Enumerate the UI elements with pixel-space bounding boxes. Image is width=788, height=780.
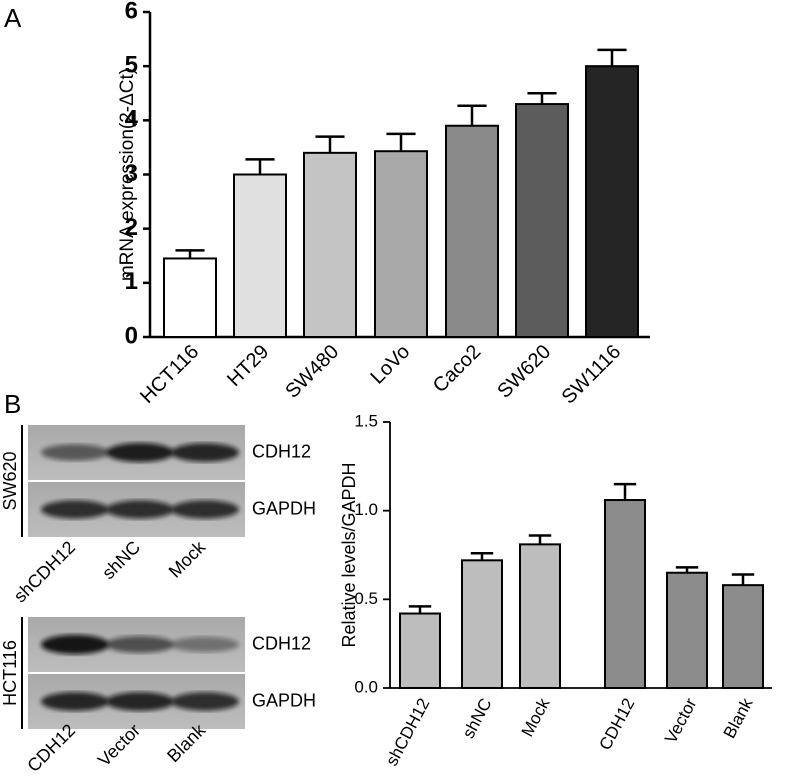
y-axis-label: mRNA expression(2-ΔCt) bbox=[117, 68, 138, 281]
band-label: CDH12 bbox=[252, 441, 311, 461]
bar bbox=[515, 103, 569, 339]
x-tick-label: SW1116 bbox=[558, 341, 626, 409]
lane-label: Mock bbox=[165, 536, 210, 581]
y-tick-label: 6 bbox=[125, 0, 138, 24]
y-tick-label: 1.0 bbox=[354, 500, 378, 519]
y-tick-label: 1.5 bbox=[354, 411, 378, 430]
panel-label: A bbox=[4, 3, 22, 33]
blot-band bbox=[171, 692, 239, 711]
y-tick-label: 5 bbox=[125, 52, 138, 79]
y-tick-label: 2 bbox=[125, 214, 138, 241]
y-tick-label: 0 bbox=[125, 322, 138, 349]
blot-band bbox=[106, 692, 174, 711]
y-tick-label: 0.5 bbox=[354, 589, 378, 608]
bar bbox=[519, 543, 561, 689]
cell-line-label: SW620 bbox=[0, 451, 20, 510]
x-tick-label: shNC bbox=[459, 695, 496, 741]
x-tick-label: HT29 bbox=[223, 341, 273, 391]
bar bbox=[445, 124, 499, 338]
cell-line-label: HCT116 bbox=[0, 640, 20, 706]
x-tick-label: Caco2 bbox=[429, 341, 485, 397]
blot-band bbox=[41, 500, 109, 519]
x-tick-label: HCT116 bbox=[136, 341, 203, 408]
blot-band bbox=[106, 500, 174, 519]
blot-band bbox=[41, 692, 109, 711]
panel-label: B bbox=[4, 389, 21, 419]
blot-band bbox=[106, 442, 174, 463]
x-tick-label: LoVo bbox=[366, 341, 414, 389]
y-axis-label: Relative levels/GAPDH bbox=[339, 462, 359, 647]
blot-band bbox=[106, 636, 174, 653]
bar bbox=[604, 499, 646, 689]
x-tick-label: Mock bbox=[518, 695, 554, 740]
band-label: GAPDH bbox=[252, 498, 316, 518]
x-tick-label: Vector bbox=[661, 695, 701, 747]
band-label: GAPDH bbox=[252, 690, 316, 710]
y-tick-label: 1 bbox=[125, 268, 138, 295]
blot-band bbox=[171, 500, 239, 519]
x-tick-label: SW480 bbox=[281, 341, 343, 403]
blot-band bbox=[41, 444, 109, 461]
lane-label: shNC bbox=[98, 537, 144, 583]
bar bbox=[233, 173, 287, 338]
bar bbox=[585, 65, 639, 339]
blot-band bbox=[41, 634, 109, 655]
band-label: CDH12 bbox=[252, 633, 311, 653]
blot-band bbox=[171, 443, 239, 462]
x-tick-label: CDH12 bbox=[596, 695, 639, 753]
x-tick-label: Blank bbox=[720, 695, 757, 742]
x-tick-label: shCDH12 bbox=[382, 695, 433, 769]
bar bbox=[163, 257, 217, 339]
bar bbox=[722, 584, 764, 689]
y-tick-label: 3 bbox=[125, 160, 138, 187]
bar bbox=[374, 150, 428, 338]
bar bbox=[461, 559, 503, 690]
blot-band bbox=[171, 636, 239, 653]
x-tick-label: SW620 bbox=[493, 341, 555, 403]
bar bbox=[303, 151, 357, 338]
y-tick-label: 4 bbox=[125, 106, 139, 133]
lane-label: shCDH12 bbox=[10, 537, 79, 606]
bar bbox=[399, 612, 441, 690]
bar bbox=[666, 571, 708, 690]
y-tick-label: 0.0 bbox=[354, 677, 378, 696]
